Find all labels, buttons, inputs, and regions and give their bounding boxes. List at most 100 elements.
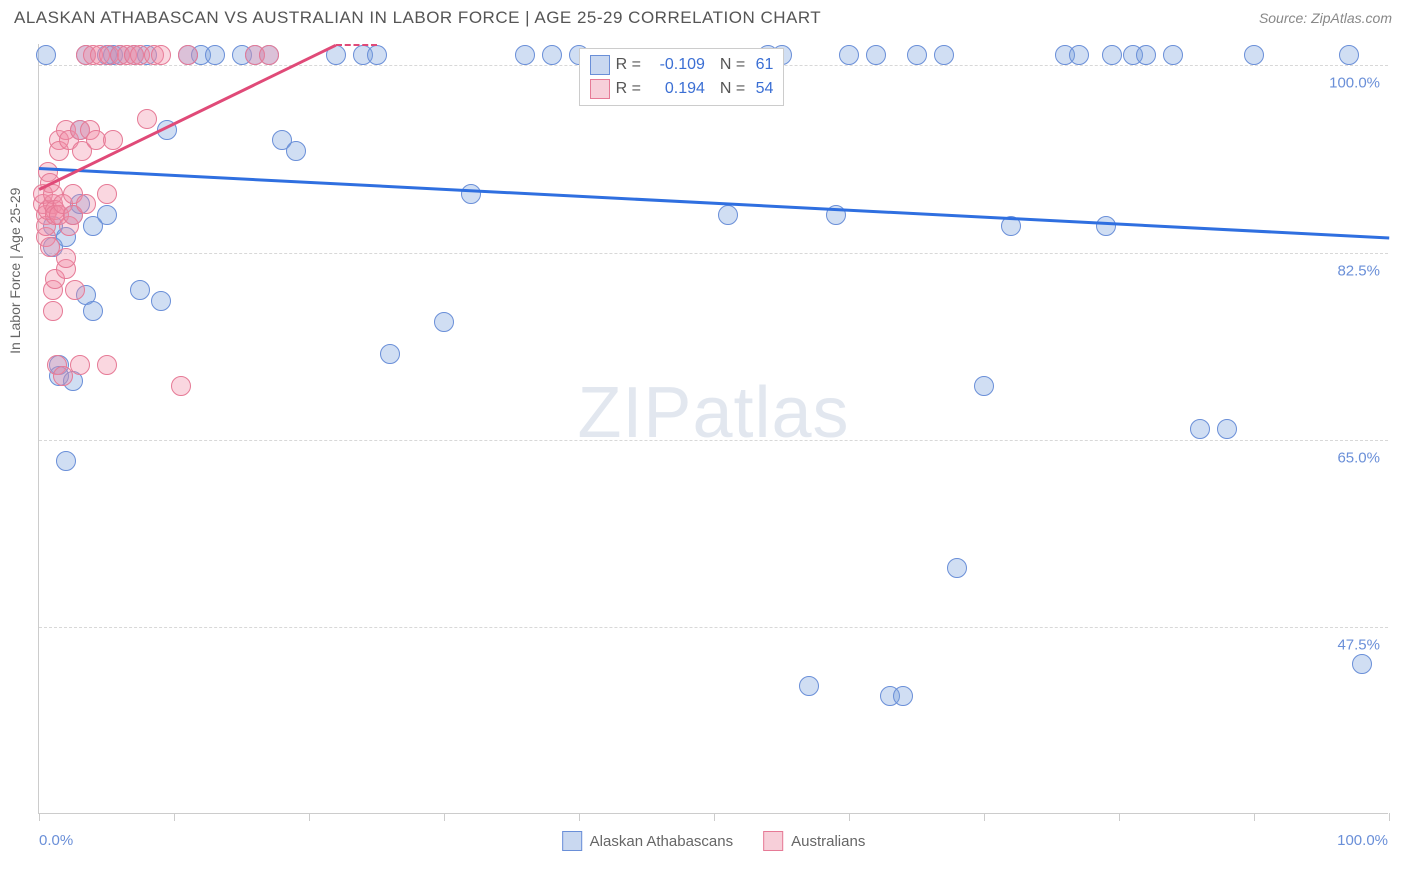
scatter-point: [137, 45, 157, 65]
stat-r-value: 0.194: [647, 77, 705, 101]
scatter-point: [49, 355, 69, 375]
scatter-point: [893, 686, 913, 706]
y-tick-label: 65.0%: [1337, 449, 1380, 466]
scatter-point: [80, 120, 100, 140]
scatter-point: [76, 194, 96, 214]
scatter-point: [70, 120, 90, 140]
plot-area: 47.5%65.0%82.5%100.0%0.0%100.0%R = -0.10…: [39, 44, 1388, 813]
scatter-point: [515, 45, 535, 65]
legend-item: Australians: [763, 831, 865, 851]
scatter-point: [53, 366, 73, 386]
x-tick: [579, 813, 580, 821]
stat-r-label: R =: [616, 53, 641, 77]
trend-line: [336, 44, 377, 46]
scatter-point: [130, 280, 150, 300]
gridline-h: [39, 440, 1388, 441]
stat-r-value: -0.109: [647, 53, 705, 77]
scatter-point: [1069, 45, 1089, 65]
y-tick-label: 82.5%: [1337, 262, 1380, 279]
scatter-point: [63, 371, 83, 391]
scatter-point: [43, 216, 63, 236]
scatter-point: [83, 45, 103, 65]
scatter-point: [245, 45, 265, 65]
scatter-point: [245, 45, 265, 65]
x-axis-min-label: 0.0%: [39, 832, 73, 849]
chart-title: ALASKAN ATHABASCAN VS AUSTRALIAN IN LABO…: [14, 8, 821, 28]
scatter-point: [178, 45, 198, 65]
scatter-point: [45, 205, 65, 225]
scatter-point: [866, 45, 886, 65]
scatter-point: [839, 45, 859, 65]
scatter-point: [286, 141, 306, 161]
scatter-point: [151, 45, 171, 65]
scatter-point: [99, 45, 119, 65]
scatter-point: [934, 45, 954, 65]
scatter-point: [56, 259, 76, 279]
scatter-point: [461, 184, 481, 204]
scatter-point: [59, 130, 79, 150]
x-tick: [39, 813, 40, 821]
scatter-point: [1055, 45, 1075, 65]
scatter-point: [45, 200, 65, 220]
stat-n-value: 54: [751, 77, 773, 101]
y-axis-title: In Labor Force | Age 25-29: [7, 187, 23, 353]
scatter-point: [56, 227, 76, 247]
scatter-point: [76, 45, 96, 65]
scatter-point: [259, 45, 279, 65]
stats-legend-row: R = -0.109 N = 61: [590, 53, 774, 77]
scatter-point: [1352, 654, 1372, 674]
scatter-point: [45, 269, 65, 289]
scatter-point: [36, 227, 56, 247]
scatter-point: [1136, 45, 1156, 65]
scatter-point: [232, 45, 252, 65]
legend-swatch: [590, 55, 610, 75]
scatter-point: [124, 45, 144, 65]
scatter-point: [880, 686, 900, 706]
scatter-point: [70, 120, 90, 140]
scatter-point: [76, 285, 96, 305]
scatter-point: [36, 45, 56, 65]
scatter-point: [799, 676, 819, 696]
gridline-h: [39, 627, 1388, 628]
scatter-point: [97, 205, 117, 225]
scatter-point: [124, 45, 144, 65]
scatter-point: [974, 376, 994, 396]
trend-line: [39, 167, 1389, 240]
legend-swatch: [590, 79, 610, 99]
x-tick: [1254, 813, 1255, 821]
scatter-point: [38, 200, 58, 220]
scatter-point: [205, 45, 225, 65]
legend-swatch: [763, 831, 783, 851]
scatter-point: [43, 237, 63, 257]
scatter-point: [90, 45, 110, 65]
scatter-point: [1163, 45, 1183, 65]
legend-label: Alaskan Athabascans: [590, 833, 733, 850]
scatter-point: [59, 216, 79, 236]
scatter-point: [947, 558, 967, 578]
scatter-point: [47, 355, 67, 375]
stat-n-value: 61: [751, 53, 773, 77]
scatter-point: [76, 45, 96, 65]
stat-r-label: R =: [616, 77, 641, 101]
scatter-point: [1096, 216, 1116, 236]
scatter-point: [718, 205, 738, 225]
scatter-point: [43, 194, 63, 214]
scatter-point: [110, 45, 130, 65]
scatter-point: [49, 141, 69, 161]
x-tick: [984, 813, 985, 821]
scatter-point: [171, 376, 191, 396]
scatter-point: [117, 45, 137, 65]
scatter-point: [63, 205, 83, 225]
scatter-point: [49, 205, 69, 225]
scatter-point: [83, 301, 103, 321]
source-attribution: Source: ZipAtlas.com: [1259, 10, 1392, 26]
y-tick-label: 47.5%: [1337, 636, 1380, 653]
scatter-point: [353, 45, 373, 65]
scatter-point: [70, 194, 90, 214]
scatter-point: [1244, 45, 1264, 65]
scatter-point: [65, 280, 85, 300]
scatter-point: [56, 451, 76, 471]
stats-legend-row: R = 0.194 N = 54: [590, 77, 774, 101]
scatter-point: [49, 130, 69, 150]
scatter-point: [56, 120, 76, 140]
